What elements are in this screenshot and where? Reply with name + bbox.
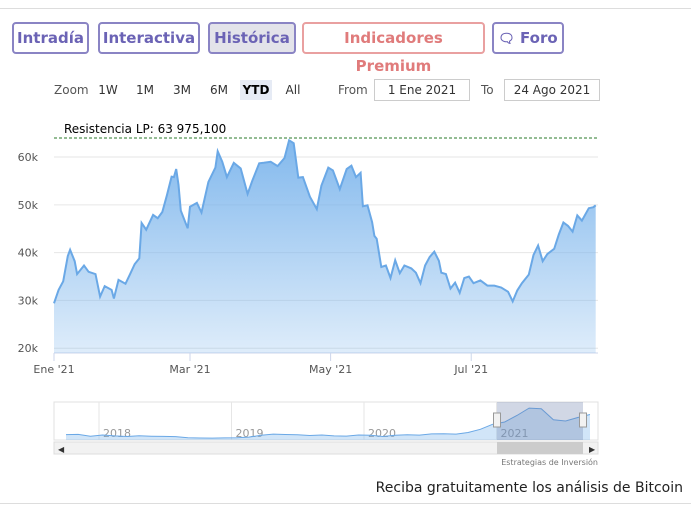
icon: 🗨 <box>498 32 515 47</box>
area-fill <box>54 140 596 353</box>
date-input[interactable]: 24 Ago 2021 <box>504 79 600 101</box>
y-tick-label: 50k <box>18 199 39 212</box>
to-label: To <box>481 83 494 97</box>
navigator-handle <box>493 412 501 428</box>
scroll-left: ◀ <box>58 445 65 454</box>
scroll-right: ▶ <box>589 445 596 454</box>
zoom-button[interactable]: All <box>285 83 301 97</box>
navigator-year: 2018 <box>103 427 131 440</box>
navigator-area <box>66 408 590 440</box>
tab[interactable]: 🗨 Foro <box>492 22 564 54</box>
zoom-button[interactable]: 1M <box>136 83 154 97</box>
x-tick-label: Ene '21 <box>33 363 74 376</box>
zoom-button[interactable]: YTD <box>240 80 272 100</box>
y-tick-label: 20k <box>18 342 39 355</box>
line <box>53 138 597 304</box>
divider <box>0 8 691 9</box>
x-tick-label: Mar '21 <box>169 363 210 376</box>
annotation-label: Resistencia LP: 63 975,100 <box>64 122 226 136</box>
y-tick-label: 30k <box>18 294 39 307</box>
footer-text: Reciba gratuitamente los análisis de Bit… <box>375 480 683 496</box>
navigator-handle <box>579 412 587 428</box>
zoom-button[interactable]: 6M <box>210 83 228 97</box>
date-input[interactable]: 1 Ene 2021 <box>374 79 470 101</box>
navigator-line <box>65 407 591 439</box>
x-tick-label: May '21 <box>309 363 352 376</box>
navigator-year: 2021 <box>501 427 529 440</box>
tab-label: Foro <box>520 29 558 47</box>
zoom-label: Zoom <box>54 83 89 97</box>
navigator-year: 2020 <box>368 427 396 440</box>
x-tick-label: Jul '21 <box>453 363 488 376</box>
tab[interactable]: Histórica <box>208 22 296 54</box>
navigator-year: 2019 <box>236 427 264 440</box>
scrollbar <box>53 441 599 455</box>
zoom-button[interactable]: 1W <box>98 83 118 97</box>
navigator-bg <box>53 401 599 441</box>
navigator-selection <box>497 402 583 440</box>
credits: Estrategias de Inversión <box>501 457 598 467</box>
from-label: From <box>338 83 368 97</box>
zoom-button[interactable]: 3M <box>173 83 191 97</box>
divider <box>0 503 691 504</box>
tab[interactable]: Indicadores Premium <box>302 22 485 75</box>
tab[interactable]: Intradía <box>12 22 89 54</box>
tab[interactable]: Interactiva <box>98 22 200 54</box>
y-tick-label: 60k <box>18 151 39 164</box>
y-tick-label: 40k <box>18 247 39 260</box>
scrollbar-thumb <box>497 442 583 454</box>
